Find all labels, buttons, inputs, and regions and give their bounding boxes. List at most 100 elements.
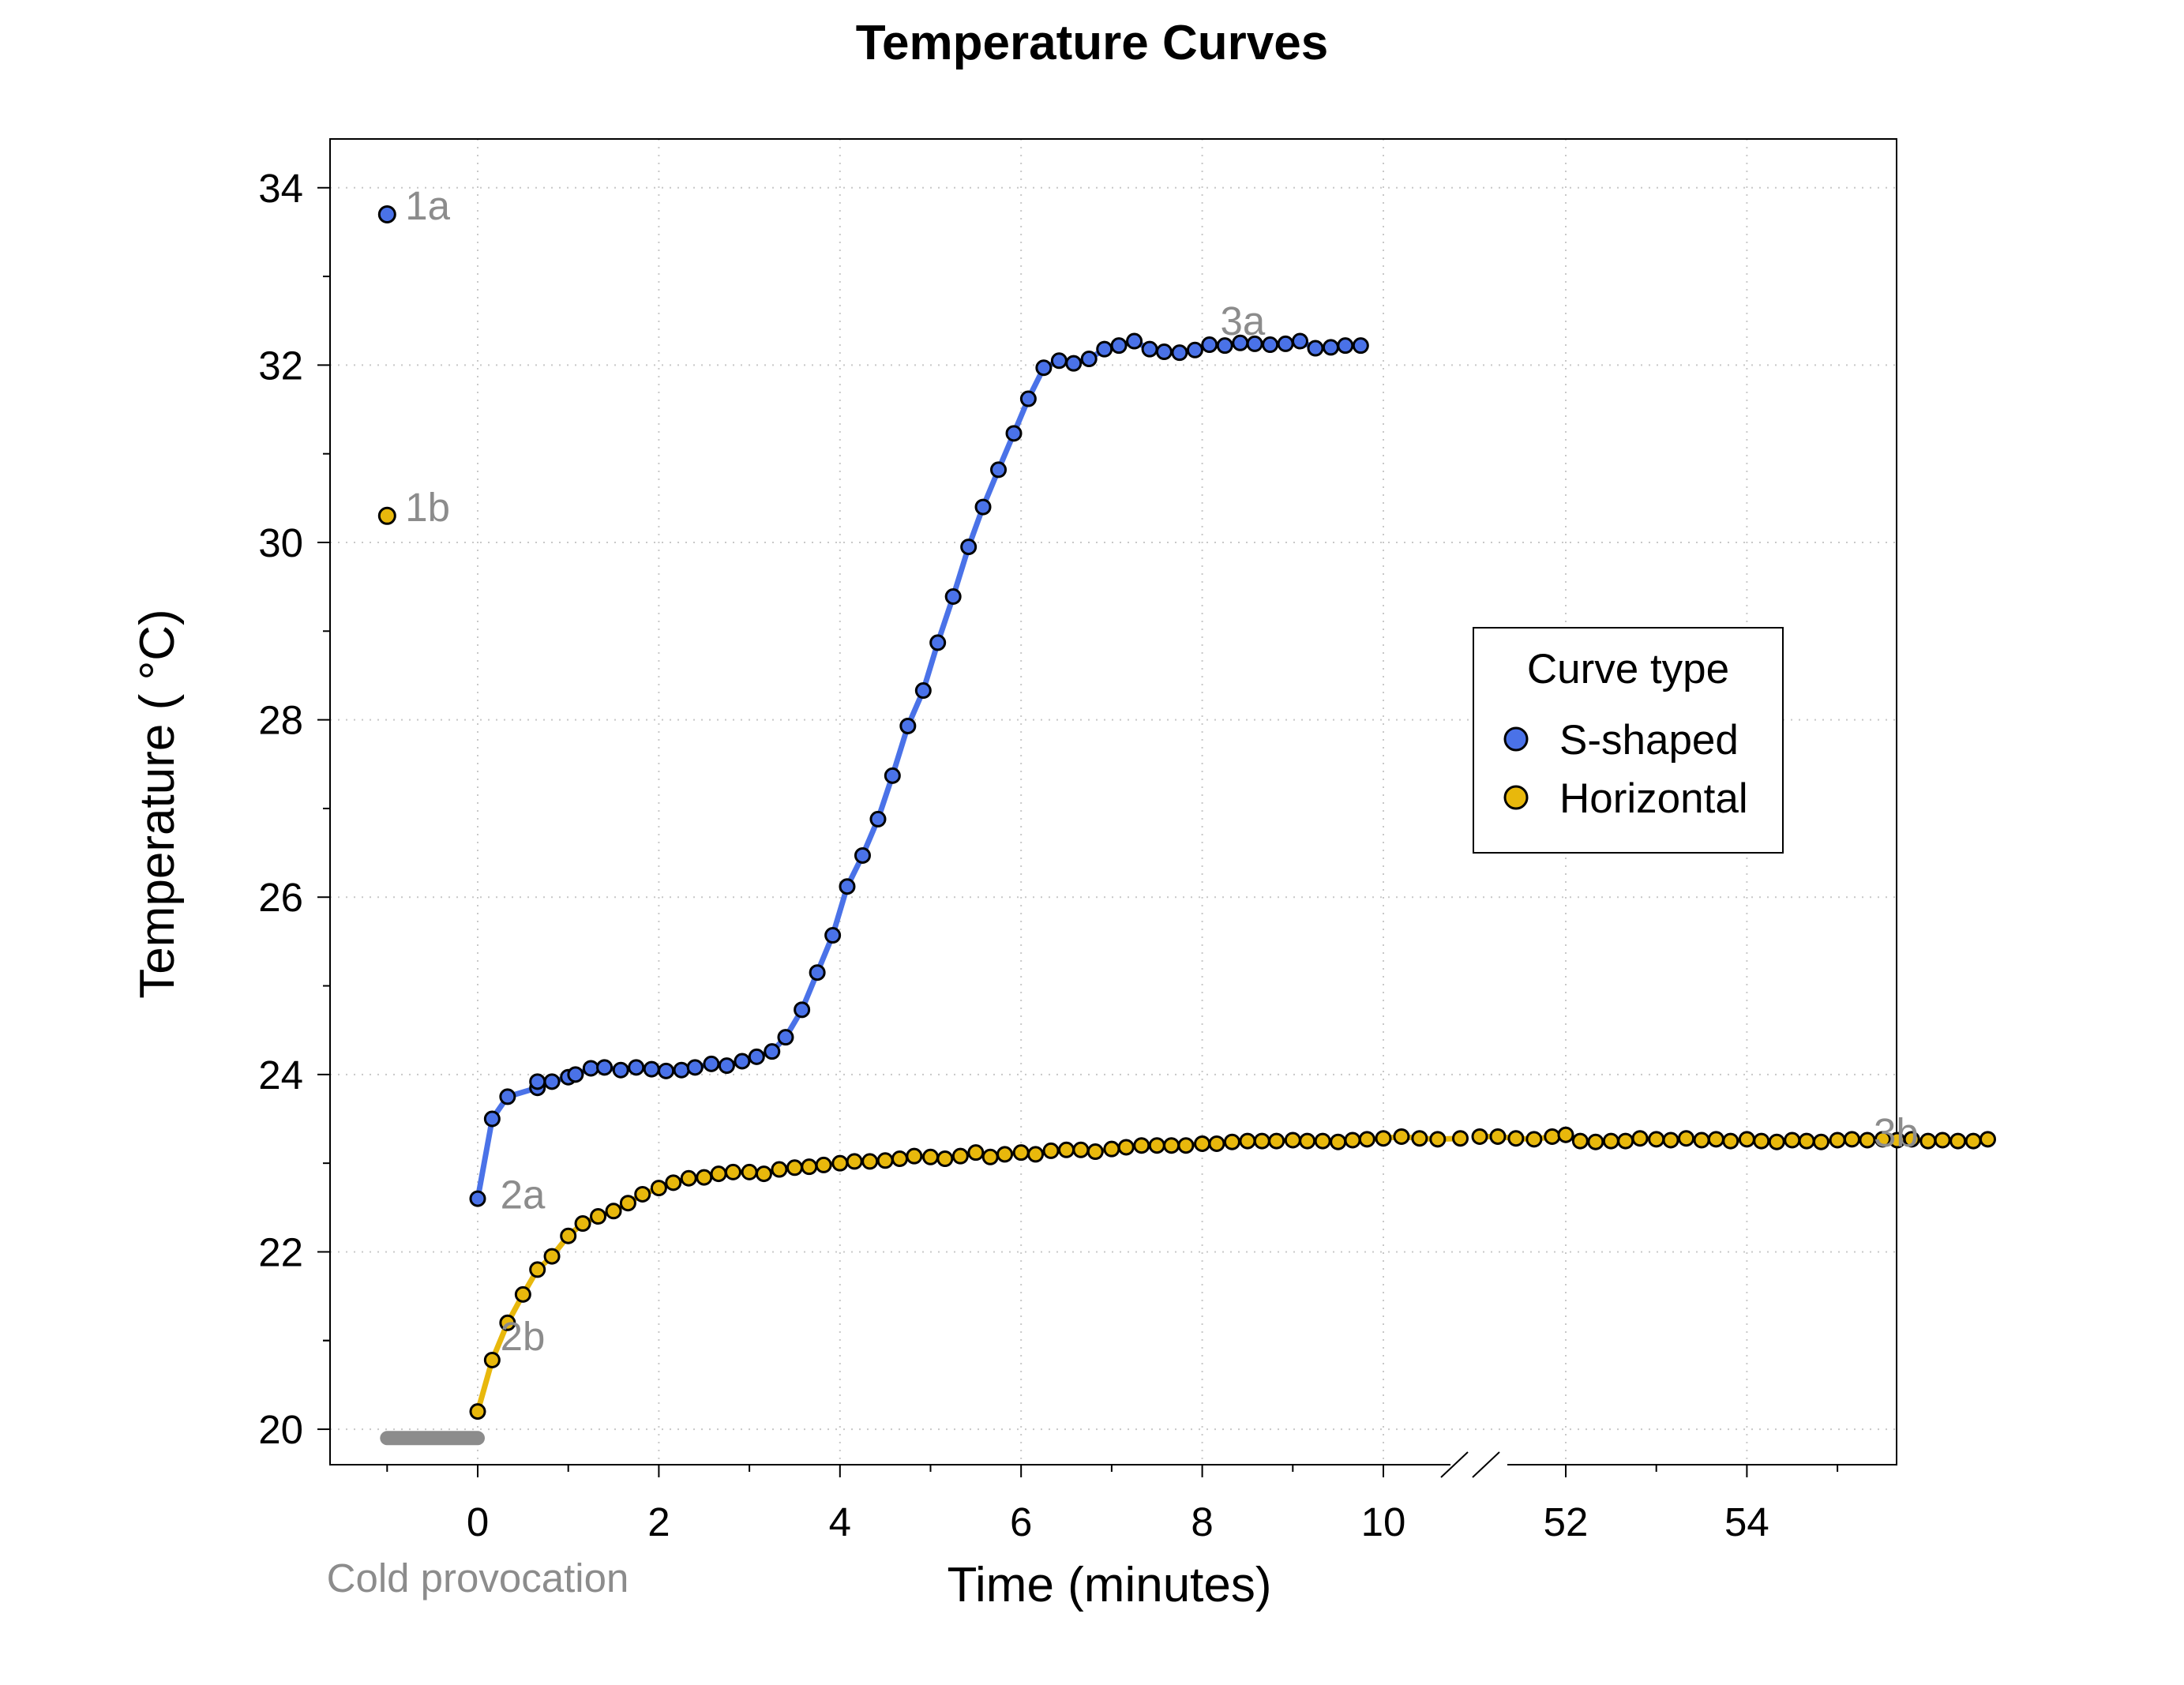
data-point-horizontal xyxy=(1163,1137,1180,1154)
data-point-s-shaped xyxy=(944,588,962,606)
data-point-horizontal xyxy=(1964,1132,1982,1150)
legend-marker-s-shaped xyxy=(1503,726,1529,752)
data-point-s-shaped xyxy=(899,717,917,734)
data-point-horizontal xyxy=(1919,1132,1937,1150)
data-point-horizontal xyxy=(529,1261,546,1278)
data-point-s-shaped xyxy=(1216,337,1233,355)
data-point-horizontal xyxy=(831,1154,849,1172)
annotation-1b: 1b xyxy=(405,485,450,530)
data-point-s-shaped xyxy=(658,1062,675,1079)
data-point-horizontal xyxy=(1829,1131,1846,1149)
data-point-horizontal xyxy=(861,1153,879,1170)
data-point-horizontal xyxy=(710,1165,727,1183)
data-point-horizontal xyxy=(1058,1141,1075,1158)
data-point-s-shaped xyxy=(1005,425,1023,442)
data-point-s-shaped xyxy=(543,1073,561,1090)
data-point-s-shaped xyxy=(1155,343,1173,361)
annotation-3a: 3a xyxy=(1221,298,1266,343)
data-point-horizontal xyxy=(922,1148,939,1165)
data-point-horizontal xyxy=(1451,1130,1469,1147)
data-point-s-shaped xyxy=(748,1048,765,1065)
annotation-3b: 3b xyxy=(1874,1110,1919,1155)
data-point-horizontal xyxy=(1284,1131,1301,1149)
data-point-s-shaped xyxy=(499,1088,516,1105)
data-point-s-shaped xyxy=(1110,337,1128,355)
data-point-s-shaped xyxy=(1096,340,1113,358)
data-point-s-shaped xyxy=(582,1060,599,1077)
data-point-horizontal xyxy=(560,1227,577,1244)
data-point-horizontal xyxy=(1979,1131,1997,1148)
data-point-s-shaped xyxy=(469,1190,486,1207)
data-point-s-shaped xyxy=(809,964,826,981)
baseline-point-s-shaped xyxy=(377,205,396,223)
data-point-horizontal xyxy=(815,1156,832,1173)
data-point-s-shaped xyxy=(869,810,887,827)
legend-marker-horizontal xyxy=(1503,785,1529,810)
data-point-s-shaped xyxy=(1277,335,1294,352)
data-point-s-shaped xyxy=(990,461,1008,478)
data-point-horizontal xyxy=(1949,1132,1967,1150)
data-point-s-shaped xyxy=(764,1043,781,1060)
data-point-horizontal xyxy=(771,1161,788,1178)
data-point-s-shaped xyxy=(1262,336,1279,354)
data-point-s-shaped xyxy=(794,1001,811,1019)
baseline-point-horizontal xyxy=(377,506,396,525)
data-point-s-shaped xyxy=(1065,355,1083,372)
grid xyxy=(330,139,1897,1465)
data-point-horizontal xyxy=(741,1163,758,1180)
data-point-s-shaped xyxy=(824,927,842,944)
annotation-1a: 1a xyxy=(405,183,450,228)
legend-title: Curve type xyxy=(1527,646,1729,692)
data-point-s-shaped xyxy=(567,1066,584,1083)
data-point-s-shaped xyxy=(1126,332,1143,350)
data-point-s-shaped xyxy=(1050,352,1068,370)
x-tick-label: 8 xyxy=(1191,1499,1213,1544)
data-point-horizontal xyxy=(1602,1132,1619,1150)
data-point-horizontal xyxy=(1768,1133,1785,1150)
data-point-horizontal xyxy=(1544,1128,1561,1145)
data-point-s-shaped xyxy=(884,767,901,784)
x-tick-label: 52 xyxy=(1544,1499,1589,1544)
data-point-s-shaped xyxy=(703,1055,720,1072)
data-point-horizontal xyxy=(1525,1131,1543,1148)
data-point-horizontal xyxy=(936,1150,954,1168)
data-point-horizontal xyxy=(755,1165,772,1183)
data-point-s-shaped xyxy=(1080,351,1098,368)
data-point-s-shaped xyxy=(1322,339,1339,356)
data-point-horizontal xyxy=(1117,1139,1135,1156)
data-point-horizontal xyxy=(1507,1130,1525,1147)
data-point-horizontal xyxy=(1239,1132,1256,1150)
legend-label-s-shaped: S-shaped xyxy=(1559,717,1739,764)
chart-title: Temperature Curves xyxy=(856,16,1328,70)
data-point-horizontal xyxy=(1012,1144,1030,1161)
data-point-horizontal xyxy=(1223,1133,1240,1150)
data-point-horizontal xyxy=(1133,1137,1150,1154)
data-point-horizontal xyxy=(891,1150,909,1168)
data-point-s-shaped xyxy=(854,846,871,864)
data-series xyxy=(377,205,1997,1446)
data-point-horizontal xyxy=(1903,1131,1920,1148)
data-point-horizontal xyxy=(1042,1142,1060,1159)
data-point-horizontal xyxy=(1358,1131,1375,1148)
data-point-s-shaped xyxy=(1337,337,1354,355)
x-tick-label: 4 xyxy=(829,1499,851,1544)
data-point-s-shaped xyxy=(1141,340,1158,358)
y-tick-label: 26 xyxy=(258,875,303,920)
data-point-horizontal xyxy=(1194,1135,1211,1152)
data-point-s-shaped xyxy=(718,1057,735,1075)
data-point-s-shaped xyxy=(483,1110,501,1128)
data-point-s-shaped xyxy=(1291,332,1308,350)
data-point-horizontal xyxy=(906,1147,923,1165)
data-point-horizontal xyxy=(981,1148,999,1165)
series-line-horizontal xyxy=(475,1134,1461,1413)
data-point-s-shaped xyxy=(1019,390,1037,407)
data-point-horizontal xyxy=(1587,1133,1604,1150)
data-point-horizontal xyxy=(1148,1137,1165,1154)
data-point-s-shaped xyxy=(1246,335,1263,352)
annotation-2b: 2b xyxy=(501,1314,546,1359)
data-point-horizontal xyxy=(1631,1130,1649,1147)
data-point-horizontal xyxy=(1393,1128,1410,1145)
data-point-horizontal xyxy=(1344,1131,1361,1149)
x-tick-label: 0 xyxy=(467,1499,489,1544)
